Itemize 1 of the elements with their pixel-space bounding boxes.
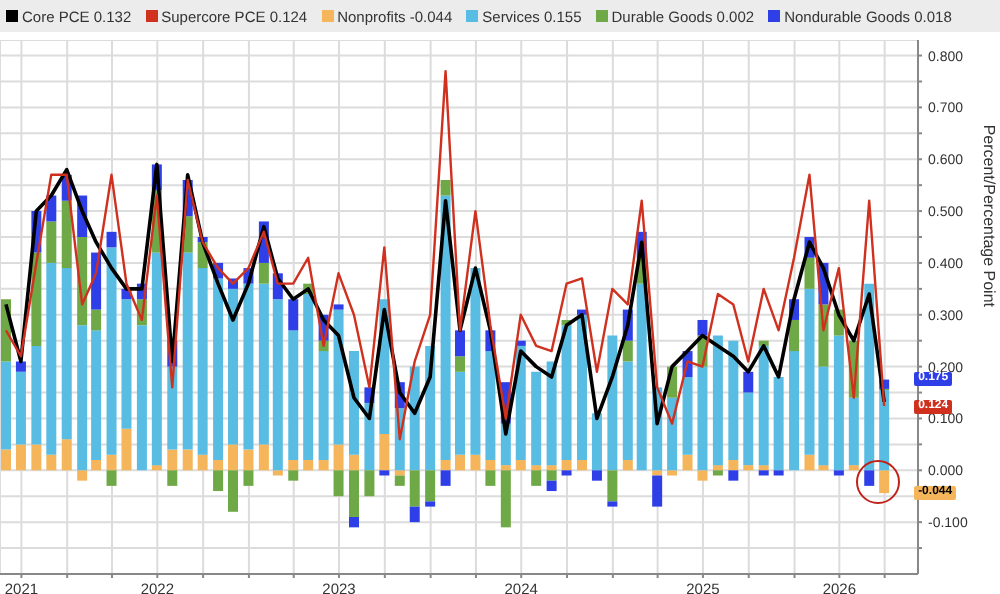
y-axis-title: Percent/Percentage Point	[980, 124, 999, 309]
